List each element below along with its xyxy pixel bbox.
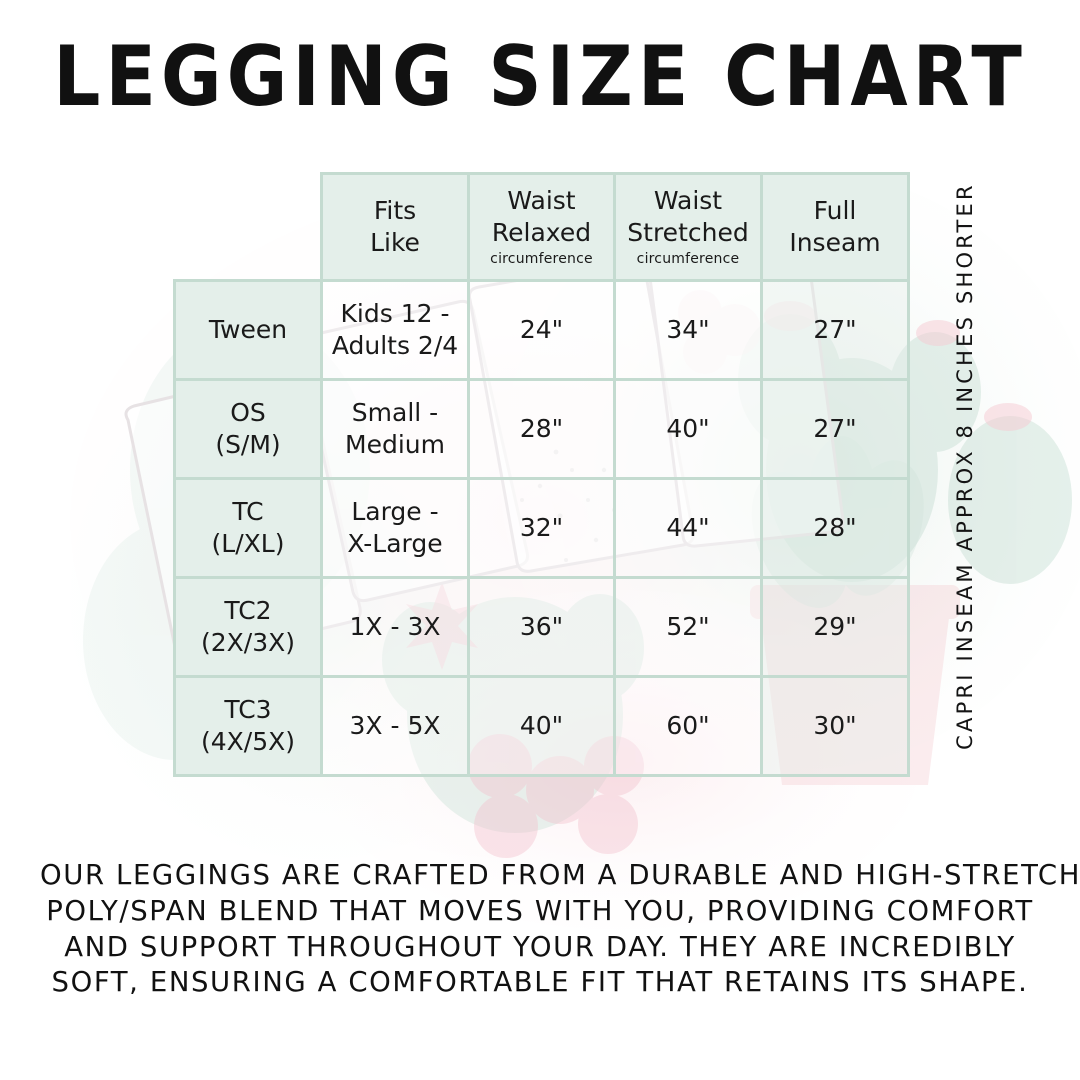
table-row: TC3 (4X/5X) 3X - 5X 40" 60" 30" — [173, 675, 910, 777]
cell-size: TC3 (4X/5X) — [173, 675, 323, 777]
cell-full-inseam: 27" — [760, 279, 910, 381]
table-row: TC2 (2X/3X) 1X - 3X 36" 52" 29" — [173, 576, 910, 678]
column-header-fits-like: Fits Like — [320, 172, 470, 282]
size-line-2: (2X/3X) — [201, 628, 295, 657]
cell-full-inseam: 27" — [760, 378, 910, 480]
fits-line-1: Kids 12 - — [340, 299, 450, 328]
fits-line-1: 1X - 3X — [349, 612, 441, 641]
size-line-1: OS — [230, 398, 266, 427]
cell-size: OS (S/M) — [173, 378, 323, 480]
cell-waist-stretched: 34" — [613, 279, 763, 381]
size-line-2: (S/M) — [215, 430, 281, 459]
fabric-description: OUR LEGGINGS ARE CRAFTED FROM A DURABLE … — [40, 858, 1080, 1001]
fabric-description-line-2: POLY/SPAN BLEND THAT MOVES WITH YOU, PRO… — [46, 894, 1034, 927]
column-header-waist-stretched: Waist Stretched circumference — [613, 172, 763, 282]
fits-line-2: X-Large — [347, 529, 443, 558]
page-title: LEGGING SIZE CHART — [53, 28, 1027, 126]
cell-size: Tween — [173, 279, 323, 381]
cell-fits-like: 1X - 3X — [320, 576, 470, 678]
column-header-full-inseam: Full Inseam — [760, 172, 910, 282]
table-row: TC (L/XL) Large - X-Large 32" 44" 28" — [173, 477, 910, 579]
header-line-1: Waist — [507, 186, 576, 216]
cell-fits-like: 3X - 5X — [320, 675, 470, 777]
header-corner-blank — [175, 174, 322, 281]
fits-line-2: Medium — [345, 430, 445, 459]
capri-inseam-note-text: CAPRI INSEAM APPROX 8 INCHES SHORTER — [953, 182, 977, 750]
size-line-1: Tween — [208, 315, 288, 344]
cell-fits-like: Kids 12 - Adults 2/4 — [320, 279, 470, 381]
cell-waist-stretched: 60" — [613, 675, 763, 777]
header-subtext: circumference — [490, 251, 593, 268]
table-row: OS (S/M) Small - Medium 28" 40" 27" — [173, 378, 910, 480]
size-line-1: TC2 — [224, 596, 272, 625]
legging-size-table: Fits Like Waist Relaxed circumference Wa… — [173, 172, 910, 777]
fits-line-1: Large - — [351, 497, 439, 526]
fabric-description-line-3: AND SUPPORT THROUGHOUT YOUR DAY. THEY AR… — [64, 930, 1016, 963]
capri-inseam-note: CAPRI INSEAM APPROX 8 INCHES SHORTER — [947, 182, 983, 750]
header-subtext: circumference — [636, 251, 740, 268]
cell-waist-relaxed: 24" — [467, 279, 616, 381]
size-line-1: TC3 — [224, 695, 272, 724]
cell-full-inseam: 30" — [760, 675, 910, 777]
header-line-1: Fits — [373, 196, 417, 225]
cell-fits-like: Small - Medium — [320, 378, 470, 480]
cell-waist-stretched: 44" — [613, 477, 763, 579]
column-header-waist-relaxed: Waist Relaxed circumference — [467, 172, 616, 282]
fabric-description-line-4: SOFT, ENSURING A COMFORTABLE FIT THAT RE… — [51, 966, 1029, 999]
header-line-2: Like — [370, 228, 420, 257]
size-line-2: (4X/5X) — [201, 727, 295, 756]
cell-size: TC2 (2X/3X) — [173, 576, 323, 678]
header-line-1: Full — [813, 196, 857, 225]
header-line-2: Inseam — [789, 228, 881, 257]
cell-size: TC (L/XL) — [173, 477, 323, 579]
cell-full-inseam: 28" — [760, 477, 910, 579]
size-line-1: TC — [232, 497, 264, 526]
cell-full-inseam: 29" — [760, 576, 910, 678]
fits-line-2: Adults 2/4 — [331, 331, 459, 360]
cell-fits-like: Large - X-Large — [320, 477, 470, 579]
cell-waist-relaxed: 28" — [467, 378, 616, 480]
size-line-2: (L/XL) — [211, 529, 285, 558]
header-line-2: Relaxed — [491, 218, 592, 248]
cell-waist-relaxed: 32" — [467, 477, 616, 579]
cell-waist-stretched: 40" — [613, 378, 763, 480]
table-header-row: Fits Like Waist Relaxed circumference Wa… — [175, 172, 910, 282]
fabric-description-line-1: OUR LEGGINGS ARE CRAFTED FROM A DURABLE … — [40, 859, 1080, 891]
header-line-1: Waist — [653, 186, 723, 216]
cell-waist-stretched: 52" — [613, 576, 763, 678]
table-row: Tween Kids 12 - Adults 2/4 24" 34" 27" — [173, 279, 910, 381]
fits-line-1: Small - — [351, 398, 439, 427]
fits-line-1: 3X - 5X — [349, 711, 441, 740]
header-line-2: Stretched — [627, 218, 749, 248]
cell-waist-relaxed: 40" — [467, 675, 616, 777]
cell-waist-relaxed: 36" — [467, 576, 616, 678]
